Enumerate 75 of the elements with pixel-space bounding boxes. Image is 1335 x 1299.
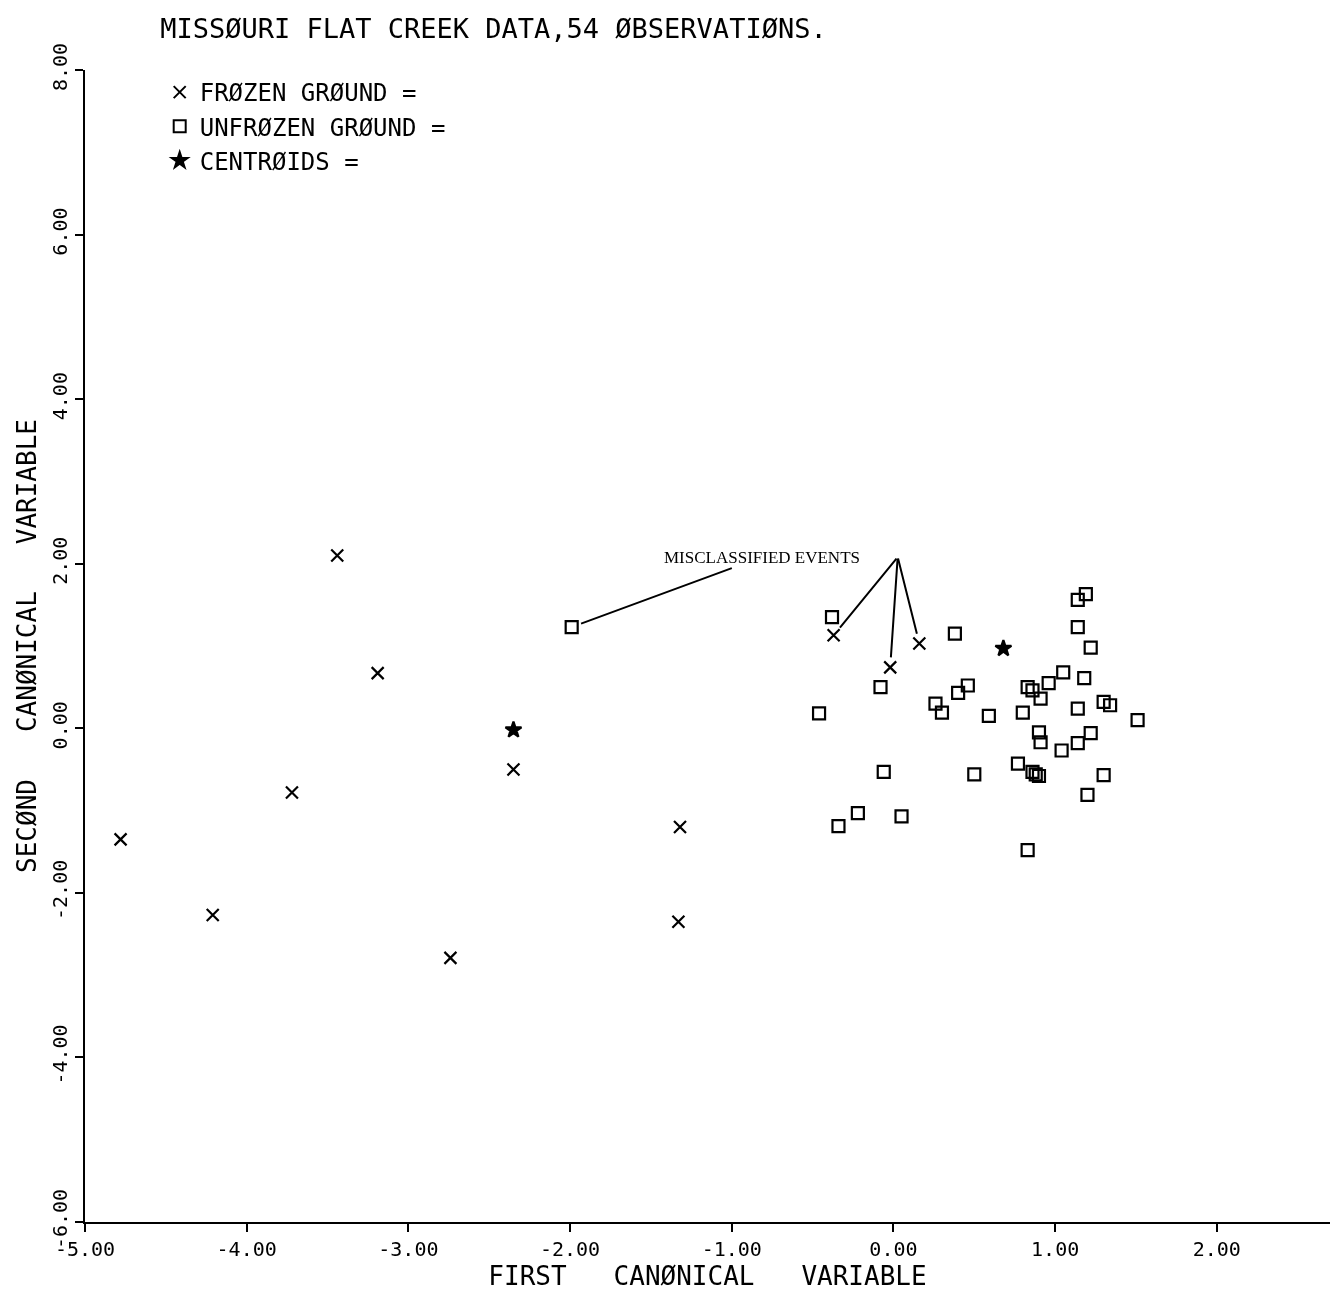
point — [672, 819, 688, 835]
point — [1031, 725, 1047, 740]
y-tick-label: 4.00 — [48, 372, 72, 421]
point — [1020, 842, 1035, 858]
point — [564, 619, 579, 635]
point — [1015, 705, 1030, 720]
point — [1070, 619, 1085, 635]
point — [205, 907, 220, 923]
point — [1033, 691, 1048, 706]
point — [504, 720, 523, 738]
point — [1033, 735, 1048, 750]
legend-label: FRØZEN GRØUND = — [199, 79, 417, 108]
point — [967, 767, 982, 782]
y-tick-label: -4.00 — [48, 1024, 72, 1085]
chart-title: MISSØURI FLAT CREEK DATA,54 ØBSERVATIØNS. — [160, 13, 827, 45]
x-tick-label: 2.00 — [1192, 1237, 1241, 1261]
point — [443, 950, 458, 965]
point — [981, 708, 996, 724]
point — [873, 680, 888, 695]
point — [1025, 683, 1040, 698]
point — [1083, 640, 1098, 655]
point — [1070, 592, 1085, 608]
point — [1020, 680, 1035, 695]
point — [1077, 670, 1092, 686]
point — [330, 548, 345, 563]
point — [947, 626, 962, 641]
point — [1130, 712, 1145, 728]
annotation: MISCLASSIFIED EVENTS — [664, 548, 860, 567]
point — [883, 660, 898, 675]
point — [876, 764, 891, 779]
point — [1078, 587, 1093, 602]
point — [994, 638, 1013, 657]
y-tick-label: -2.00 — [48, 859, 72, 920]
point — [1054, 743, 1069, 758]
x-tick-label: -4.00 — [216, 1237, 277, 1261]
legend-label: UNFRØZEN GRØUND = — [199, 113, 446, 142]
point — [960, 678, 975, 693]
point — [284, 785, 300, 800]
y-axis-title: SECØND CANØNICAL VARIABLE — [11, 419, 42, 873]
point — [370, 666, 385, 681]
point — [1083, 726, 1098, 741]
point — [1010, 756, 1026, 771]
x-tick-label: -1.00 — [701, 1237, 762, 1261]
x-tick-label: -3.00 — [378, 1237, 439, 1261]
point — [824, 610, 840, 625]
point — [671, 914, 686, 929]
point — [1103, 698, 1118, 713]
x-tick-label: -2.00 — [539, 1237, 601, 1261]
y-tick-label: 8.00 — [48, 42, 72, 92]
point — [850, 805, 865, 821]
point — [811, 706, 827, 721]
x-axis-title: FIRST CANØNICAL VARIABLE — [488, 1261, 927, 1291]
legend-label: CENTRØIDS = — [199, 147, 359, 176]
point — [928, 696, 943, 711]
point — [831, 819, 846, 834]
y-tick-label: 0.00 — [48, 701, 72, 750]
point — [826, 628, 841, 643]
x-tick-label: 0.00 — [869, 1237, 918, 1261]
y-tick-label: 2.00 — [48, 536, 72, 585]
point — [1041, 675, 1056, 691]
point — [1096, 694, 1111, 710]
point — [894, 809, 909, 824]
point — [1070, 701, 1085, 716]
y-tick-label: 6.00 — [48, 207, 72, 256]
point — [912, 636, 927, 651]
point — [1096, 768, 1111, 783]
point — [1031, 768, 1047, 784]
point — [113, 832, 128, 847]
point — [1056, 665, 1071, 680]
point — [951, 685, 966, 700]
x-tick-label: 1.00 — [1031, 1237, 1080, 1261]
point — [506, 762, 521, 777]
point — [1080, 787, 1095, 803]
point — [1070, 736, 1085, 751]
point — [934, 705, 950, 720]
